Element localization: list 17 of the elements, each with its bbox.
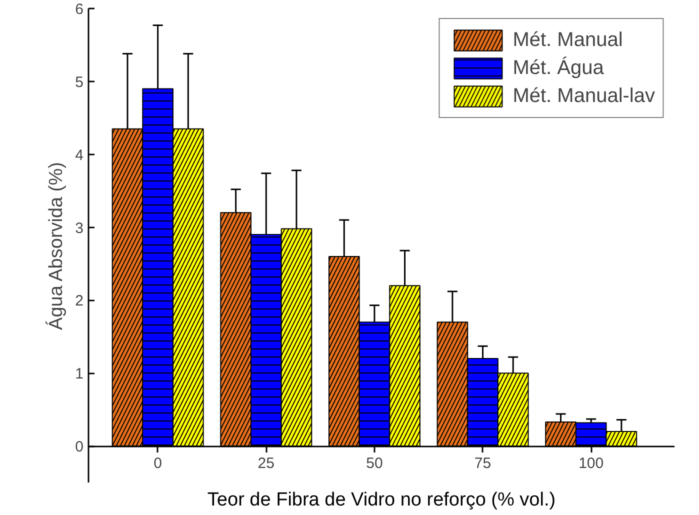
legend-label: Mét. Água — [512, 56, 604, 80]
y-tick-label: 0 — [75, 438, 84, 456]
x-tick-label: 100 — [578, 455, 604, 472]
x-tick-label: 0 — [154, 455, 162, 472]
y-axis-title: Água Absorvida (%) — [45, 162, 68, 330]
y-tick-label: 3 — [75, 220, 84, 237]
y-tick-label: 4 — [75, 146, 84, 164]
x-axis-title: Teor de Fibra de Vidro no reforço (% vol.) — [207, 490, 556, 510]
y-tick-label: 1 — [75, 366, 84, 383]
x-tick-label: 75 — [474, 455, 492, 472]
legend-label: Mét. Manual — [512, 28, 623, 52]
y-tick-label: 5 — [75, 74, 84, 91]
legend-label: Mét. Manual-lav — [512, 84, 655, 108]
y-tick-label: 2 — [75, 292, 84, 310]
x-tick-label: 50 — [366, 455, 383, 472]
y-tick-label: 6 — [75, 1, 84, 18]
x-tick-label: 25 — [258, 455, 274, 472]
